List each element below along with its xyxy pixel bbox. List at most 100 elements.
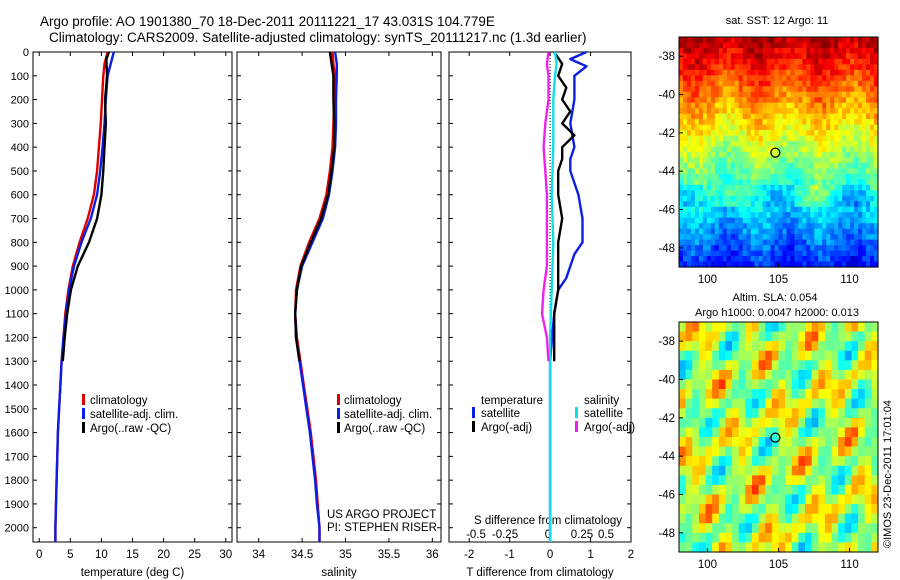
- map-cell: [746, 157, 752, 164]
- map-cell: [732, 350, 740, 361]
- map-cell: [790, 179, 796, 186]
- map-cell: [679, 228, 684, 235]
- map-cell: [712, 331, 720, 342]
- map-cell: [738, 113, 744, 120]
- y-tick-label: 1500: [5, 404, 29, 416]
- map-cell: [871, 456, 879, 467]
- map-cell: [750, 91, 756, 98]
- map-cell: [814, 53, 819, 60]
- map-cell: [851, 341, 859, 352]
- map-cell: [706, 217, 712, 224]
- map-cell: [726, 124, 732, 131]
- map-cell: [846, 217, 851, 224]
- argo-position-marker: [770, 147, 781, 158]
- map-cell: [790, 80, 796, 87]
- map-cell: [698, 124, 704, 131]
- map-cell: [686, 261, 692, 268]
- map-cell: [798, 135, 803, 142]
- map-cell: [714, 173, 720, 180]
- map-cell: [771, 446, 780, 457]
- map-cell: [698, 119, 704, 126]
- map-cell: [754, 75, 760, 82]
- map-cell: [864, 331, 872, 342]
- map-cell: [762, 206, 768, 213]
- map-cell: [774, 245, 780, 252]
- map-cell: [770, 53, 776, 60]
- imos-stamp: ©IMOS 23-Dec-2011 17:01:04: [882, 400, 894, 548]
- map-cell: [762, 179, 768, 186]
- map-cell: [738, 239, 744, 246]
- map-cell: [754, 91, 760, 98]
- map-cell: [831, 446, 839, 457]
- map-cell: [682, 53, 688, 60]
- map-cell: [682, 179, 688, 186]
- map-cell: [722, 97, 728, 104]
- map-cell: [746, 75, 752, 82]
- map-cell: [750, 146, 756, 153]
- map-cell: [754, 113, 760, 120]
- map-cell: [870, 97, 875, 104]
- map-cell: [690, 53, 696, 60]
- map-cell: [702, 168, 708, 175]
- map-cell: [686, 58, 692, 65]
- map-cell: [786, 124, 792, 131]
- map-cell: [806, 135, 811, 142]
- map-cell: [802, 228, 807, 235]
- map-cell: [831, 379, 839, 390]
- map-cell: [690, 195, 696, 202]
- map-cell: [706, 261, 712, 268]
- map-cell: [810, 179, 815, 186]
- map-cell: [818, 532, 826, 544]
- map-cell: [706, 201, 712, 208]
- map-cell: [846, 97, 851, 104]
- map-cell: [722, 195, 728, 202]
- map-cell: [771, 389, 780, 400]
- map-cell: [682, 245, 688, 252]
- map-cell: [686, 108, 692, 115]
- map-cell: [834, 47, 839, 55]
- map-cell: [742, 168, 748, 175]
- map-cell: [846, 157, 851, 164]
- map-cell: [830, 239, 835, 246]
- map-cell: [798, 42, 803, 49]
- map-cell: [818, 124, 823, 131]
- map-cell: [714, 168, 720, 175]
- map-cell: [830, 201, 835, 208]
- map-cell: [758, 37, 764, 44]
- map-cell: [751, 475, 760, 486]
- map-cell: [698, 179, 704, 186]
- map-cell: [818, 135, 823, 142]
- map-cell: [862, 37, 867, 44]
- map-cell: [814, 195, 819, 202]
- map-cell: [774, 239, 780, 246]
- map-cell: [706, 157, 712, 164]
- map-cell: [706, 80, 712, 87]
- map-cell: [766, 168, 772, 175]
- map-cell: [732, 427, 740, 438]
- map-cell: [742, 157, 748, 164]
- map-cell: [679, 184, 684, 191]
- map-cell: [814, 250, 819, 257]
- map-cell: [746, 228, 752, 235]
- y-tick-label: -44: [658, 166, 675, 178]
- map-cell: [679, 201, 684, 208]
- map-cell: [805, 446, 813, 457]
- map-cell: [762, 201, 768, 208]
- map-cell: [782, 195, 788, 202]
- map-cell: [770, 58, 776, 65]
- map-cell: [758, 456, 766, 467]
- map-cell: [858, 398, 866, 409]
- map-cell: [771, 475, 780, 486]
- map-cell: [858, 47, 863, 55]
- map-cell: [806, 42, 811, 49]
- map-cell: [726, 91, 732, 98]
- map-cell: [810, 190, 815, 197]
- map-cell: [734, 261, 740, 268]
- map-cell: [782, 119, 788, 126]
- map-cell: [874, 141, 879, 148]
- map-cell: [690, 91, 696, 98]
- map-cell: [682, 97, 688, 104]
- map-cell: [858, 157, 863, 164]
- map-cell: [718, 195, 724, 202]
- map-cell: [822, 256, 827, 263]
